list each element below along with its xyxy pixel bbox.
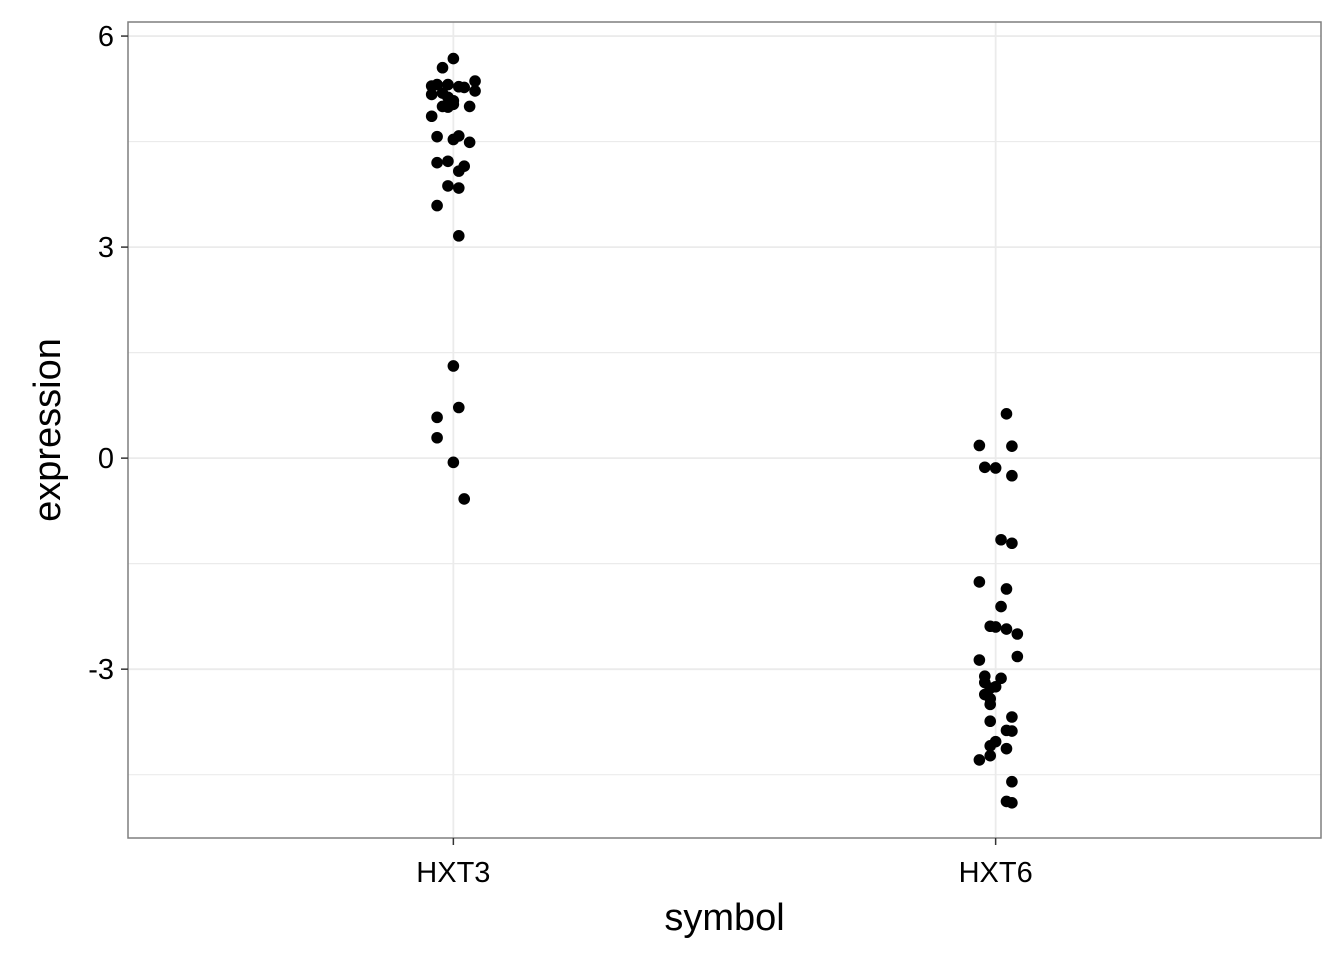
data-point [436, 61, 449, 74]
axes: -3 0 3 6 HXT3 HXT6 [88, 21, 1033, 889]
data-point [1006, 469, 1018, 482]
data-point [463, 136, 476, 149]
data-point [431, 431, 443, 444]
data-point [973, 754, 986, 766]
data-point [973, 576, 986, 588]
data-point [447, 52, 460, 65]
x-tick-label: HXT6 [959, 857, 1033, 889]
data-point [425, 110, 438, 123]
y-tick-label: 0 [98, 443, 114, 475]
y-tick-label: 3 [98, 232, 114, 264]
data-point [431, 130, 443, 143]
data-point [995, 600, 1007, 613]
plot-panel-border [127, 21, 1322, 839]
y-axis-title: expression [27, 338, 69, 522]
data-point [1000, 408, 1013, 420]
plot-panel [128, 22, 1321, 838]
data-point [1006, 775, 1018, 788]
data-point [469, 75, 481, 87]
data-point [1000, 583, 1013, 595]
data-point [984, 715, 997, 728]
data-point [452, 230, 465, 242]
data-point [442, 78, 454, 91]
data-point [1011, 628, 1024, 640]
data-point [425, 80, 438, 92]
data-point [463, 100, 476, 113]
data-point [442, 155, 454, 168]
grid-lines [128, 22, 1321, 838]
data-point [984, 698, 997, 711]
data-point [978, 461, 991, 474]
data-point [452, 401, 465, 414]
data-points [425, 52, 1024, 809]
y-tick-label: 6 [98, 21, 114, 53]
data-point [984, 740, 997, 752]
data-point [995, 672, 1007, 685]
data-point [1000, 742, 1013, 755]
data-point [442, 180, 454, 192]
data-point [458, 81, 471, 94]
data-point [447, 98, 460, 111]
y-tick-label: -3 [88, 654, 114, 686]
x-tick-label: HXT3 [416, 857, 490, 889]
data-point [447, 133, 460, 146]
data-point [452, 165, 465, 177]
data-point [1006, 537, 1018, 550]
data-point [1006, 440, 1018, 452]
data-point [989, 621, 1002, 633]
data-point [1006, 797, 1018, 809]
data-point [431, 199, 443, 212]
data-point [984, 749, 997, 762]
data-point [989, 462, 1002, 474]
x-axis-title: symbol [664, 897, 784, 939]
data-point [1011, 650, 1024, 663]
data-point [973, 439, 986, 452]
data-point [452, 182, 465, 194]
data-point [431, 411, 443, 424]
data-point [447, 360, 460, 372]
data-point [1006, 725, 1018, 737]
data-point [458, 493, 471, 505]
data-point [973, 654, 986, 666]
data-point [995, 533, 1007, 546]
data-point [1000, 623, 1013, 635]
data-point [447, 456, 460, 469]
data-point [469, 85, 481, 97]
data-point [1006, 711, 1018, 723]
data-point [431, 156, 443, 169]
data-point [425, 88, 438, 101]
